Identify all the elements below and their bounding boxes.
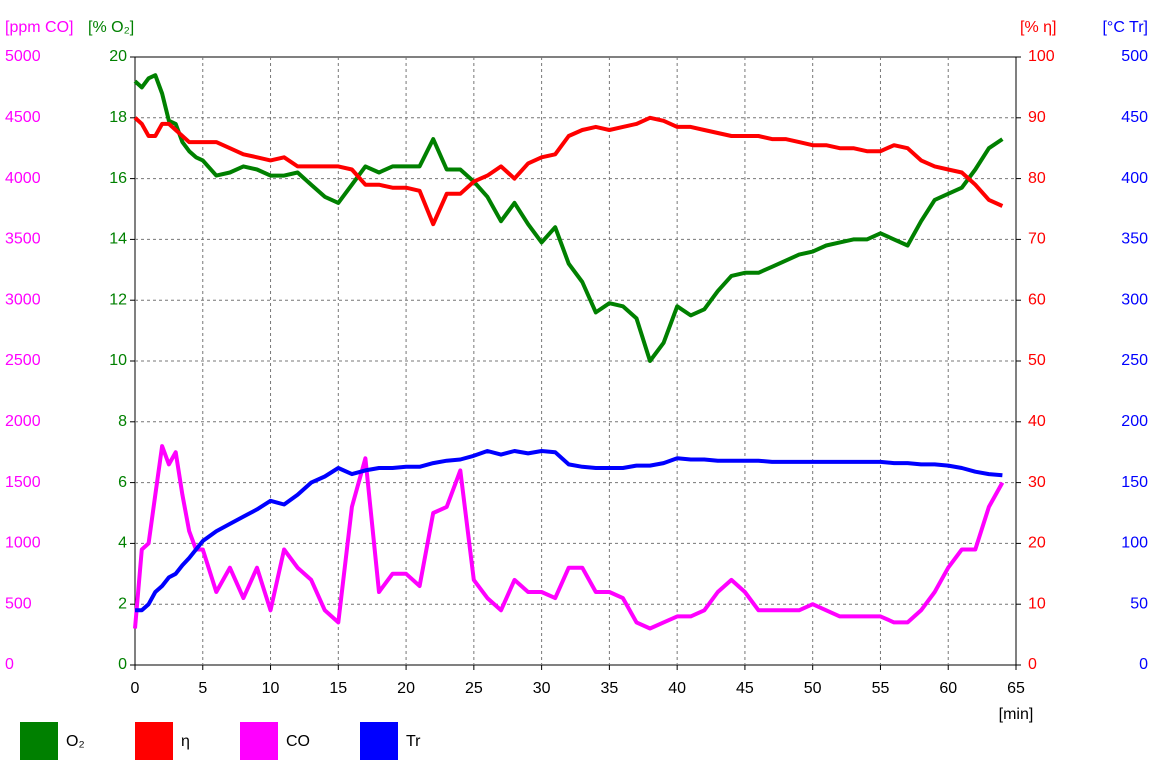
y-tick-label: 30 [1028, 474, 1046, 491]
y-tick-label: 1500 [5, 474, 41, 491]
legend-label: CO [286, 733, 310, 750]
y-tick-label: 450 [1121, 109, 1148, 126]
y-tick-label: 90 [1028, 109, 1046, 126]
y-tick-label: 0 [1139, 656, 1148, 673]
y-tick-label: 40 [1028, 413, 1046, 430]
legend-label: Tr [406, 733, 421, 750]
x-tick-label: 15 [329, 680, 347, 697]
y-tick-label: 500 [1121, 48, 1148, 65]
x-tick-label: 5 [198, 680, 207, 697]
y-tick-label: 8 [118, 413, 127, 430]
y-tick-label: 10 [1028, 595, 1046, 612]
legend-swatch [360, 722, 398, 760]
x-tick-label: 50 [804, 680, 822, 697]
y-tick-label: 20 [1028, 535, 1046, 552]
y-tick-label: 12 [109, 291, 127, 308]
legend-label: η [181, 733, 190, 750]
y-tick-label: 0 [118, 656, 127, 673]
x-tick-label: 60 [939, 680, 957, 697]
y-axis-title: [°C Tr] [1102, 19, 1148, 36]
data-line [135, 449, 1003, 613]
x-tick-label: 10 [262, 680, 280, 697]
x-tick-label: 25 [465, 680, 483, 697]
y-tick-label: 3500 [5, 231, 41, 248]
y-tick-label: 4500 [5, 109, 41, 126]
y-tick-label: 500 [5, 595, 32, 612]
y-tick-label: 60 [1028, 291, 1046, 308]
y-tick-label: 400 [1121, 170, 1148, 187]
y-tick-label: 2000 [5, 413, 41, 430]
y-tick-label: 10 [109, 352, 127, 369]
y-tick-label: 2 [118, 595, 127, 612]
y-tick-label: 0 [5, 656, 14, 673]
x-axis-title: [min] [999, 706, 1034, 723]
y-tick-label: 50 [1028, 352, 1046, 369]
legend-label: O₂ [66, 733, 85, 750]
y-tick-label: 200 [1121, 413, 1148, 430]
y-tick-label: 14 [109, 231, 127, 248]
x-tick-label: 65 [1007, 680, 1025, 697]
y-tick-label: 16 [109, 170, 127, 187]
legend-swatch [20, 722, 58, 760]
x-tick-label: 20 [397, 680, 415, 697]
y-tick-label: 4000 [5, 170, 41, 187]
y-axis-title: [% O₂] [88, 19, 134, 36]
x-tick-label: 45 [736, 680, 754, 697]
data-line [133, 444, 1005, 631]
y-tick-label: 6 [118, 474, 127, 491]
x-tick-label: 35 [600, 680, 618, 697]
x-tick-label: 40 [668, 680, 686, 697]
x-tick-label: 30 [533, 680, 551, 697]
y-tick-label: 100 [1121, 535, 1148, 552]
legend-swatch [240, 722, 278, 760]
y-tick-label: 3000 [5, 291, 41, 308]
y-tick-label: 5000 [5, 48, 41, 65]
x-tick-label: 55 [872, 680, 890, 697]
y-tick-label: 18 [109, 109, 127, 126]
y-tick-label: 150 [1121, 474, 1148, 491]
y-tick-label: 80 [1028, 170, 1046, 187]
data-line [133, 73, 1004, 363]
y-tick-label: 300 [1121, 291, 1148, 308]
y-tick-label: 350 [1121, 231, 1148, 248]
y-axis-title: [% η] [1020, 19, 1056, 36]
x-tick-label: 0 [131, 680, 140, 697]
y-tick-label: 70 [1028, 231, 1046, 248]
y-tick-label: 50 [1130, 595, 1148, 612]
y-tick-label: 2500 [5, 352, 41, 369]
y-tick-label: 250 [1121, 352, 1148, 369]
y-axis-title: [ppm CO] [5, 19, 73, 36]
legend-swatch [135, 722, 173, 760]
y-tick-label: 0 [1028, 656, 1037, 673]
y-tick-label: 100 [1028, 48, 1055, 65]
data-line [133, 115, 1004, 227]
y-tick-label: 20 [109, 48, 127, 65]
y-tick-label: 1000 [5, 535, 41, 552]
y-tick-label: 4 [118, 535, 127, 552]
